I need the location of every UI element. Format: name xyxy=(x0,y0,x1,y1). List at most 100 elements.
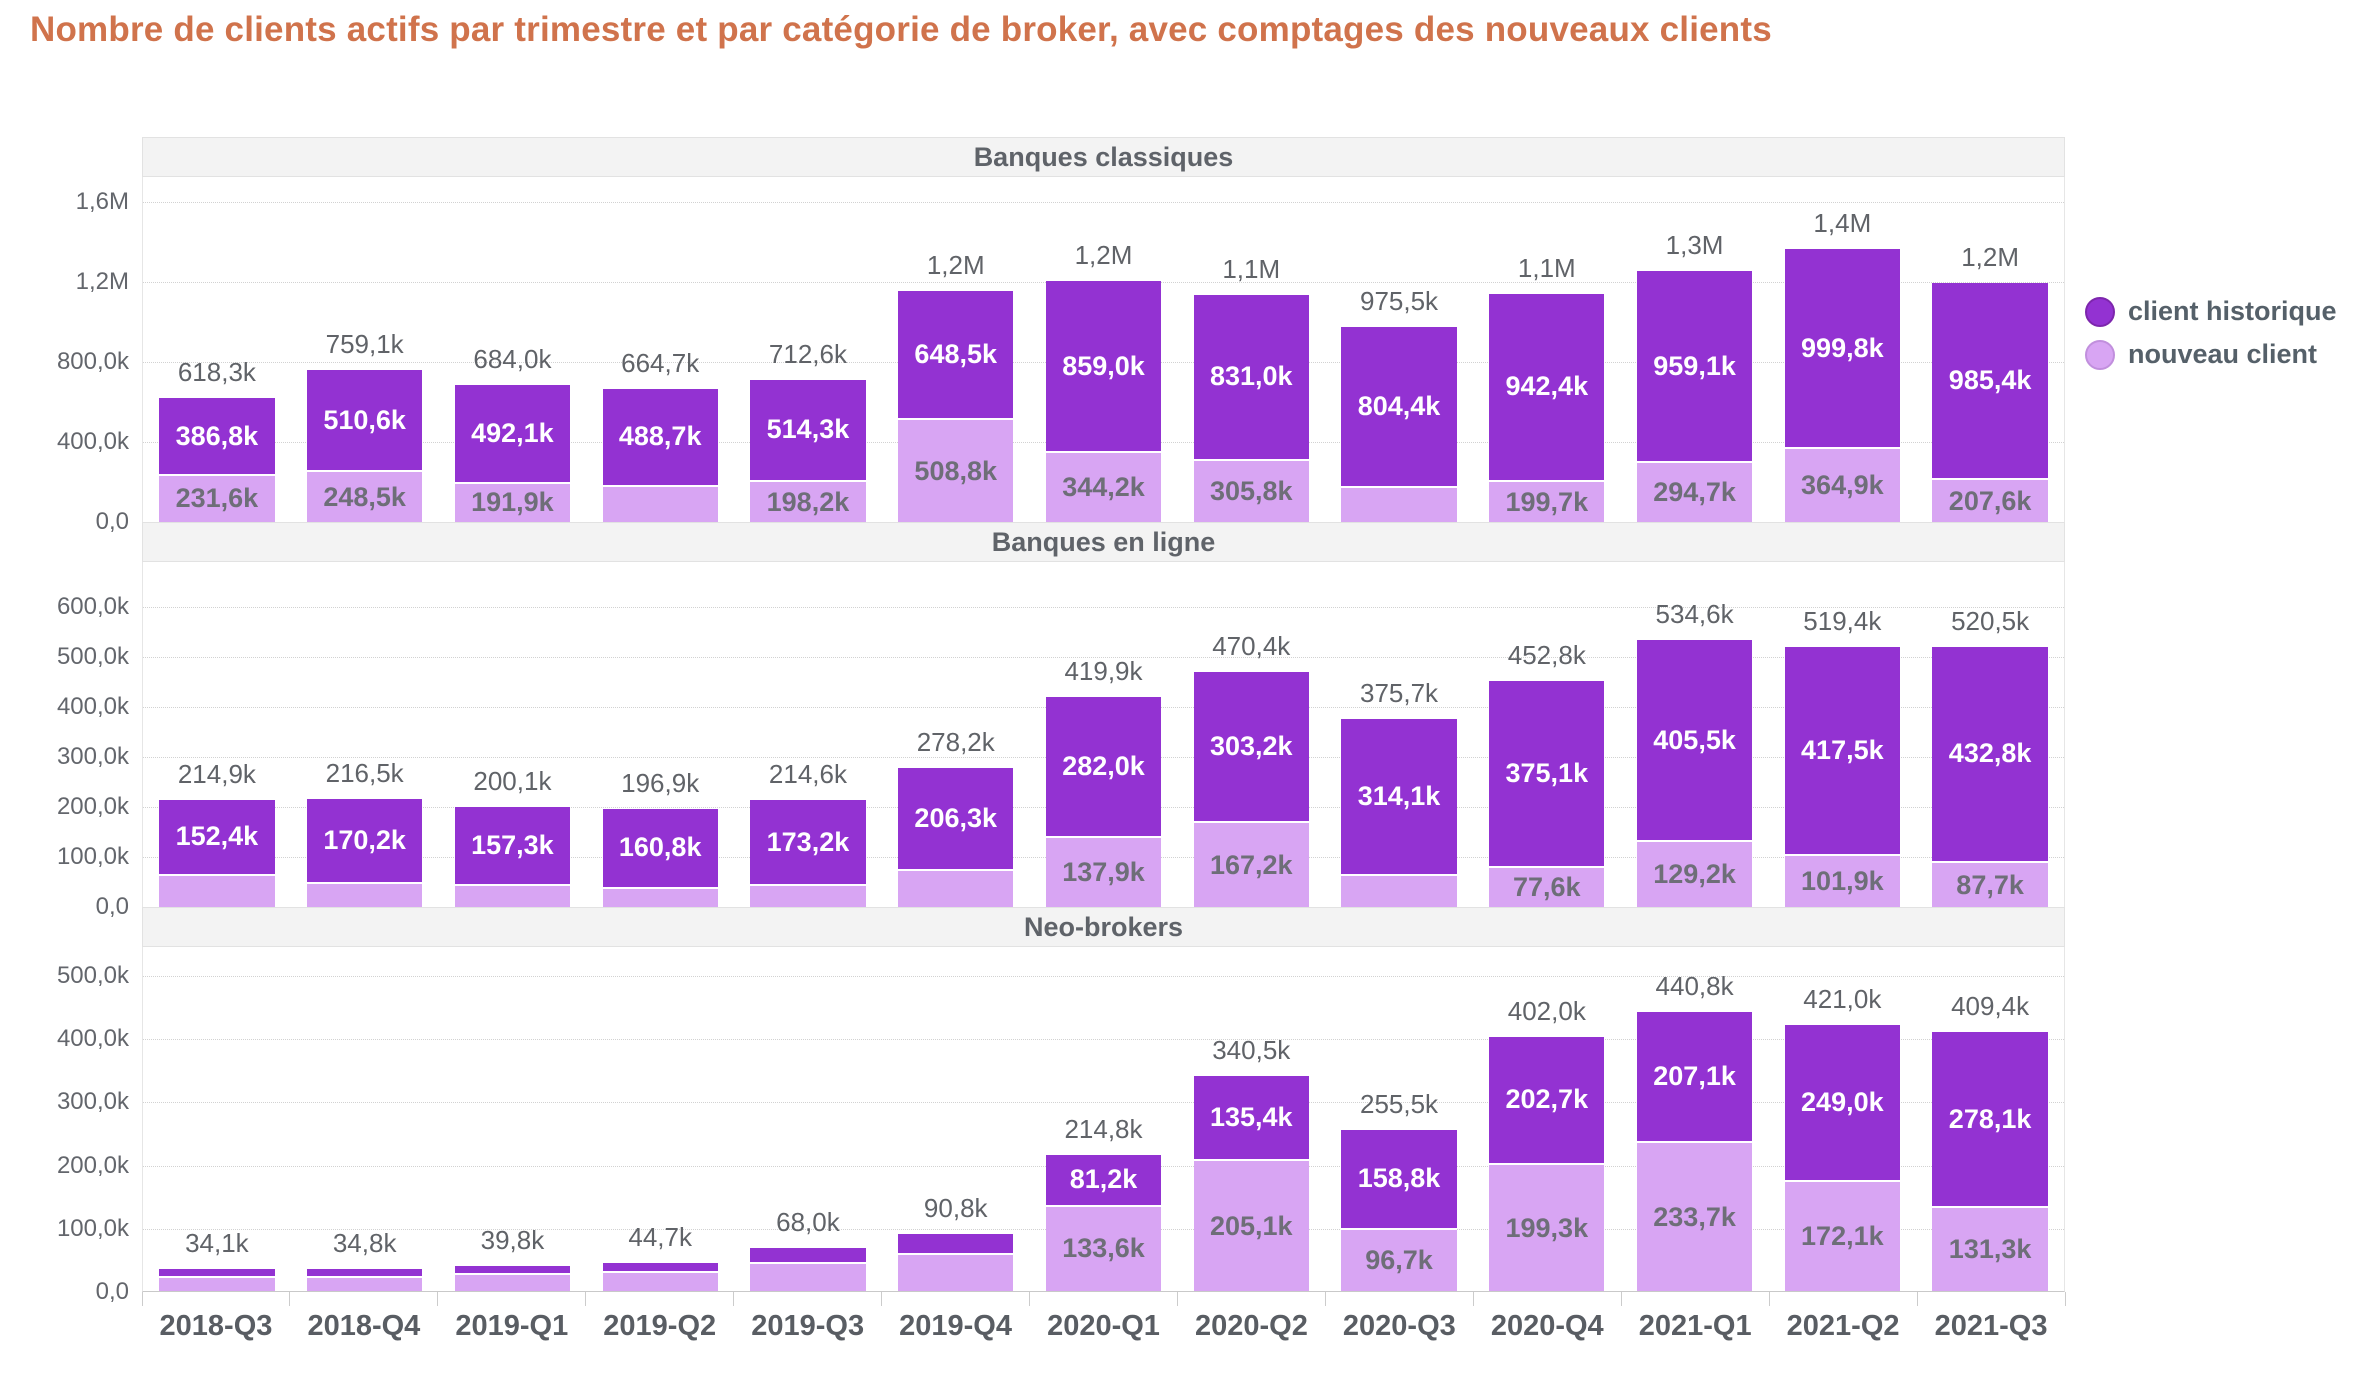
bar-segment-historique[interactable] xyxy=(159,1269,275,1278)
stacked-bar-2020-Q4[interactable]: 375,1k 77,6k xyxy=(1489,680,1605,907)
stacked-bar-2020-Q1[interactable]: 859,0k 344,2k xyxy=(1045,281,1162,522)
bar-segment-historique[interactable]: 278,1k xyxy=(1932,1032,2048,1209)
bar-segment-nouveau[interactable]: 129,2k xyxy=(1636,842,1753,907)
stacked-bar-2019-Q1[interactable]: 157,3k xyxy=(454,806,571,907)
bar-segment-nouveau[interactable]: 294,7k xyxy=(1636,463,1753,522)
bar-segment-historique[interactable]: 959,1k xyxy=(1636,271,1753,464)
stacked-bar-2021-Q1[interactable]: 405,5k 129,2k xyxy=(1636,639,1753,907)
stacked-bar-2019-Q3[interactable]: 514,3k 198,2k xyxy=(750,379,866,523)
stacked-bar-2019-Q4[interactable]: 206,3k xyxy=(898,767,1014,907)
bar-segment-nouveau[interactable] xyxy=(1341,876,1457,907)
bar-segment-historique[interactable] xyxy=(750,1248,866,1264)
bar-segment-historique[interactable]: 648,5k xyxy=(898,290,1014,421)
bar-segment-nouveau[interactable]: 96,7k xyxy=(1341,1229,1457,1291)
bar-segment-historique[interactable]: 859,0k xyxy=(1045,281,1162,454)
bar-segment-nouveau[interactable]: 167,2k xyxy=(1193,823,1309,907)
stacked-bar-2019-Q2[interactable]: 160,8k xyxy=(602,808,718,907)
bar-segment-historique[interactable]: 81,2k xyxy=(1045,1155,1162,1207)
bar-segment-nouveau[interactable]: 207,6k xyxy=(1932,480,2048,522)
bar-segment-historique[interactable]: 282,0k xyxy=(1045,697,1162,839)
stacked-bar-2020-Q3[interactable]: 804,4k xyxy=(1341,326,1457,522)
stacked-bar-2021-Q3[interactable]: 278,1k 131,3k xyxy=(1932,1032,2048,1291)
bar-segment-nouveau[interactable] xyxy=(159,875,275,907)
bar-segment-nouveau[interactable]: 172,1k xyxy=(1784,1182,1900,1291)
bar-segment-historique[interactable]: 152,4k xyxy=(159,799,275,876)
bar-segment-historique[interactable]: 314,1k xyxy=(1341,719,1457,877)
stacked-bar-2021-Q1[interactable]: 959,1k 294,7k xyxy=(1636,271,1753,522)
stacked-bar-2019-Q3[interactable] xyxy=(750,1248,866,1291)
bar-segment-nouveau[interactable]: 364,9k xyxy=(1784,449,1900,522)
bar-segment-nouveau[interactable] xyxy=(602,486,718,522)
bar-segment-nouveau[interactable]: 344,2k xyxy=(1045,453,1162,522)
stacked-bar-2021-Q1[interactable]: 207,1k 233,7k xyxy=(1636,1012,1753,1291)
bar-segment-nouveau[interactable]: 87,7k xyxy=(1932,863,2048,907)
bar-segment-historique[interactable]: 206,3k xyxy=(898,767,1014,872)
stacked-bar-2019-Q4[interactable]: 648,5k 508,8k xyxy=(898,290,1014,522)
stacked-bar-2019-Q2[interactable]: 488,7k xyxy=(602,389,718,522)
legend-item-client-historique[interactable]: client historique xyxy=(2085,296,2337,327)
stacked-bar-2020-Q4[interactable]: 942,4k 199,7k xyxy=(1489,293,1605,522)
bar-segment-historique[interactable]: 492,1k xyxy=(454,385,571,484)
bar-segment-historique[interactable]: 488,7k xyxy=(602,389,718,487)
bar-segment-nouveau[interactable] xyxy=(898,1255,1014,1291)
bar-segment-historique[interactable]: 249,0k xyxy=(1784,1024,1900,1183)
bar-segment-historique[interactable]: 417,5k xyxy=(1784,647,1900,857)
stacked-bar-2020-Q2[interactable]: 135,4k 205,1k xyxy=(1193,1075,1309,1291)
bar-segment-nouveau[interactable]: 198,2k xyxy=(750,482,866,522)
bar-segment-historique[interactable]: 942,4k xyxy=(1489,293,1605,483)
bar-segment-historique[interactable]: 999,8k xyxy=(1784,249,1900,450)
bar-segment-historique[interactable]: 405,5k xyxy=(1636,639,1753,843)
bar-segment-nouveau[interactable] xyxy=(898,871,1014,907)
stacked-bar-2020-Q1[interactable]: 81,2k 133,6k xyxy=(1045,1155,1162,1291)
stacked-bar-2021-Q3[interactable]: 985,4k 207,6k xyxy=(1932,283,2048,522)
bar-segment-nouveau[interactable]: 77,6k xyxy=(1489,868,1605,907)
bar-segment-nouveau[interactable]: 233,7k xyxy=(1636,1143,1753,1291)
stacked-bar-2021-Q2[interactable]: 249,0k 172,1k xyxy=(1784,1024,1900,1291)
stacked-bar-2020-Q4[interactable]: 202,7k 199,3k xyxy=(1489,1036,1605,1291)
bar-segment-nouveau[interactable]: 131,3k xyxy=(1932,1208,2048,1291)
bar-segment-nouveau[interactable]: 248,5k xyxy=(307,472,423,522)
stacked-bar-2018-Q4[interactable]: 510,6k 248,5k xyxy=(307,370,423,522)
bar-segment-historique[interactable]: 386,8k xyxy=(159,398,275,476)
bar-segment-historique[interactable]: 985,4k xyxy=(1932,283,2048,481)
bar-segment-nouveau[interactable] xyxy=(307,883,423,907)
bar-segment-nouveau[interactable] xyxy=(602,1272,718,1291)
stacked-bar-2018-Q3[interactable]: 152,4k xyxy=(159,799,275,907)
bar-segment-historique[interactable]: 804,4k xyxy=(1341,326,1457,488)
bar-segment-nouveau[interactable]: 191,9k xyxy=(454,483,571,522)
bar-segment-historique[interactable]: 514,3k xyxy=(750,379,866,483)
bar-segment-nouveau[interactable] xyxy=(159,1277,275,1291)
stacked-bar-2020-Q2[interactable]: 303,2k 167,2k xyxy=(1193,671,1309,907)
stacked-bar-2021-Q3[interactable]: 432,8k 87,7k xyxy=(1932,646,2048,907)
bar-segment-historique[interactable] xyxy=(454,1265,571,1276)
bar-segment-historique[interactable]: 303,2k xyxy=(1193,671,1309,824)
bar-segment-historique[interactable]: 432,8k xyxy=(1932,646,2048,864)
bar-segment-historique[interactable]: 158,8k xyxy=(1341,1129,1457,1230)
bar-segment-historique[interactable] xyxy=(307,1269,423,1278)
bar-segment-nouveau[interactable]: 205,1k xyxy=(1193,1161,1309,1291)
stacked-bar-2020-Q2[interactable]: 831,0k 305,8k xyxy=(1193,294,1309,522)
bar-segment-nouveau[interactable]: 305,8k xyxy=(1193,460,1309,522)
bar-segment-nouveau[interactable]: 133,6k xyxy=(1045,1206,1162,1291)
bar-segment-nouveau[interactable] xyxy=(750,886,866,907)
stacked-bar-2018-Q3[interactable] xyxy=(159,1269,275,1291)
bar-segment-nouveau[interactable] xyxy=(1341,487,1457,522)
stacked-bar-2019-Q2[interactable] xyxy=(602,1262,718,1291)
stacked-bar-2020-Q3[interactable]: 158,8k 96,7k xyxy=(1341,1129,1457,1291)
stacked-bar-2019-Q1[interactable] xyxy=(454,1265,571,1291)
bar-segment-historique[interactable]: 831,0k xyxy=(1193,294,1309,461)
stacked-bar-2018-Q3[interactable]: 386,8k 231,6k xyxy=(159,398,275,522)
bar-segment-historique[interactable]: 173,2k xyxy=(750,799,866,887)
bar-segment-nouveau[interactable]: 199,7k xyxy=(1489,482,1605,522)
bar-segment-historique[interactable] xyxy=(602,1262,718,1273)
bar-segment-nouveau[interactable] xyxy=(454,885,571,907)
bar-segment-nouveau[interactable] xyxy=(750,1263,866,1291)
bar-segment-historique[interactable]: 375,1k xyxy=(1489,680,1605,869)
bar-segment-historique[interactable]: 510,6k xyxy=(307,370,423,473)
legend-item-nouveau-client[interactable]: nouveau client xyxy=(2085,339,2337,370)
bar-segment-nouveau[interactable]: 231,6k xyxy=(159,475,275,522)
bar-segment-nouveau[interactable]: 508,8k xyxy=(898,420,1014,522)
stacked-bar-2018-Q4[interactable]: 170,2k xyxy=(307,798,423,907)
bar-segment-nouveau[interactable] xyxy=(307,1277,423,1291)
stacked-bar-2018-Q4[interactable] xyxy=(307,1269,423,1291)
